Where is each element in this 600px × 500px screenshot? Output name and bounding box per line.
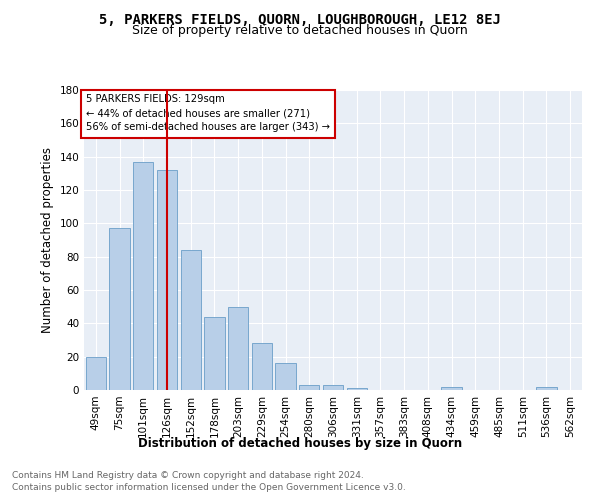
Text: 5, PARKERS FIELDS, QUORN, LOUGHBOROUGH, LE12 8EJ: 5, PARKERS FIELDS, QUORN, LOUGHBOROUGH, … bbox=[99, 12, 501, 26]
Text: 5 PARKERS FIELDS: 129sqm
← 44% of detached houses are smaller (271)
56% of semi-: 5 PARKERS FIELDS: 129sqm ← 44% of detach… bbox=[86, 94, 331, 132]
Bar bbox=[205, 316, 224, 390]
Bar bbox=[347, 388, 367, 390]
Bar bbox=[109, 228, 130, 390]
Text: Size of property relative to detached houses in Quorn: Size of property relative to detached ho… bbox=[132, 24, 468, 37]
Text: Contains HM Land Registry data © Crown copyright and database right 2024.: Contains HM Land Registry data © Crown c… bbox=[12, 471, 364, 480]
Bar bbox=[228, 306, 248, 390]
Bar bbox=[299, 385, 319, 390]
Bar bbox=[442, 386, 461, 390]
Bar bbox=[157, 170, 177, 390]
Text: Contains public sector information licensed under the Open Government Licence v3: Contains public sector information licen… bbox=[12, 482, 406, 492]
Bar bbox=[86, 356, 106, 390]
Bar bbox=[323, 385, 343, 390]
Y-axis label: Number of detached properties: Number of detached properties bbox=[41, 147, 54, 333]
Bar bbox=[275, 364, 296, 390]
Bar bbox=[181, 250, 201, 390]
Bar bbox=[252, 344, 272, 390]
Bar bbox=[536, 386, 557, 390]
Bar bbox=[133, 162, 154, 390]
Text: Distribution of detached houses by size in Quorn: Distribution of detached houses by size … bbox=[138, 438, 462, 450]
